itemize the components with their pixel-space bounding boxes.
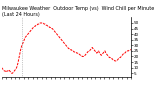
Text: Milwaukee Weather  Outdoor Temp (vs)  Wind Chill per Minute  (Last 24 Hours): Milwaukee Weather Outdoor Temp (vs) Wind… [2, 6, 155, 17]
